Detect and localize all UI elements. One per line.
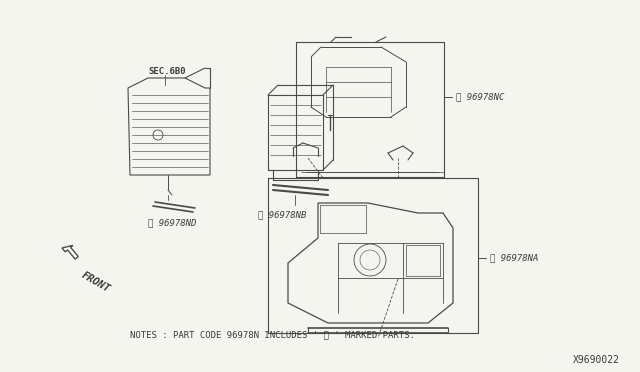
Text: NOTES : PART CODE 96978N INCLUDES ' ⁎ ' MARKED PARTS.: NOTES : PART CODE 96978N INCLUDES ' ⁎ ' … bbox=[130, 330, 415, 339]
Text: ⁎ 96978NB: ⁎ 96978NB bbox=[258, 210, 307, 219]
Polygon shape bbox=[62, 246, 78, 259]
Text: ⁎ 96978ND: ⁎ 96978ND bbox=[148, 218, 196, 227]
Text: SEC.6B0: SEC.6B0 bbox=[148, 67, 186, 76]
Text: X9690022: X9690022 bbox=[573, 355, 620, 365]
Text: ⁎ 96978NC: ⁎ 96978NC bbox=[456, 93, 504, 102]
Text: ⁎ 96978NA: ⁎ 96978NA bbox=[490, 253, 538, 263]
Text: FRONT: FRONT bbox=[80, 270, 112, 294]
